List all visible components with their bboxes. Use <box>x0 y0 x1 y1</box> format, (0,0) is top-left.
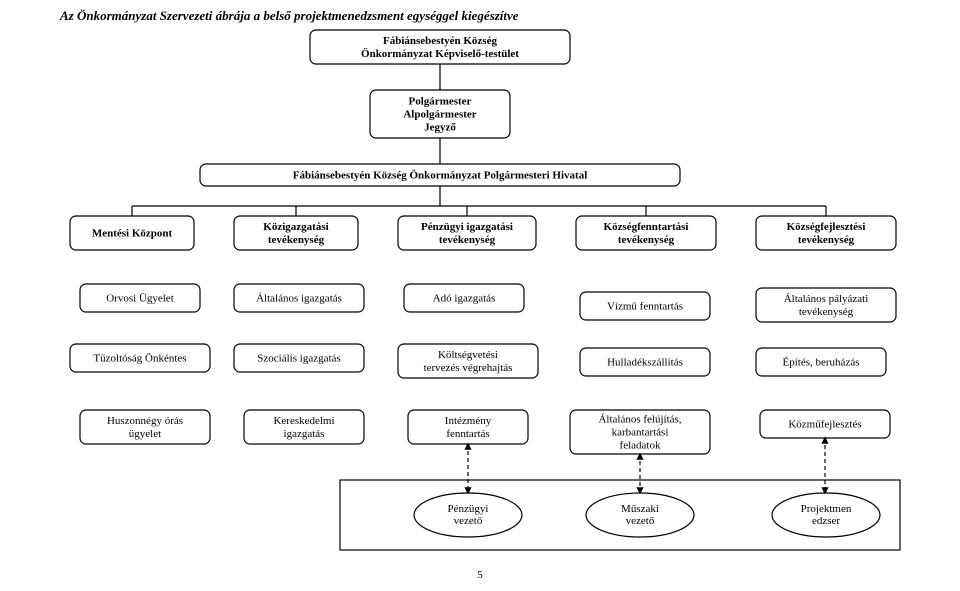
node-r1c3: Pénzügyi igazgatásitevékenység <box>398 216 536 250</box>
node-label: tevékenység <box>439 234 496 246</box>
node-label: Önkormányzat Képviselő-testület <box>361 47 519 60</box>
node-top2: PolgármesterAlpolgármesterJegyző <box>370 90 510 138</box>
node-label: Adó igazgatás <box>433 293 496 305</box>
node-label: Közműfejlesztés <box>788 419 861 431</box>
node-label: Huszonnégy órás <box>107 415 183 427</box>
svg-text:edzser: edzser <box>812 515 840 527</box>
node-r4c1: Huszonnégy órásügyelet <box>80 410 210 444</box>
node-label: Szociális igazgatás <box>257 353 340 365</box>
page-title: Az Önkormányzat Szervezeti ábrája a bels… <box>59 8 519 23</box>
node-label: fenntartás <box>446 428 489 440</box>
node-r3c1: Tűzoltóság Önkéntes <box>70 344 210 372</box>
node-r3c5: Építés, beruházás <box>756 348 886 376</box>
node-label: tevékenység <box>798 234 855 246</box>
node-r1c4: Községfenntartásitevékenység <box>576 216 716 250</box>
ellipse-e2: Műszakivezető <box>586 493 694 537</box>
node-r4c3: Intézményfenntartás <box>408 410 528 444</box>
node-r2c3: Adó igazgatás <box>404 284 524 312</box>
node-label: Költségvetési <box>438 349 498 361</box>
node-r1c2: Közigazgatásitevékenység <box>234 216 358 250</box>
node-label: Orvosi Ügyelet <box>106 293 174 305</box>
node-r1c5: Községfejlesztésitevékenység <box>756 216 896 250</box>
node-label: Általános felújítás, <box>598 414 681 426</box>
svg-text:vezető: vezető <box>626 515 655 527</box>
node-label: Pénzügyi igazgatási <box>421 221 513 233</box>
ellipse-e3: Projektmenedzser <box>772 493 880 537</box>
node-label: feladatok <box>620 440 661 452</box>
node-r2c1: Orvosi Ügyelet <box>80 284 200 312</box>
node-r3c2: Szociális igazgatás <box>234 344 364 372</box>
node-r4c4: Általános felújítás,karbantartásifeladat… <box>570 410 710 454</box>
node-label: Hulladékszállítás <box>607 357 683 369</box>
node-label: Kereskedelmi <box>273 415 334 427</box>
node-label: Közigazgatási <box>263 221 328 233</box>
node-label: Községfejlesztési <box>787 221 866 233</box>
node-label: tevékenység <box>799 306 854 318</box>
node-top3: Fábiánsebestyén Község Önkormányzat Polg… <box>200 164 680 186</box>
node-r3c3: Költségvetésitervezés végrehajtás <box>398 344 538 378</box>
node-label: Polgármester <box>409 96 472 108</box>
node-r4c2: Kereskedelmiigazgatás <box>244 410 364 444</box>
node-label: ügyelet <box>129 428 161 440</box>
node-label: igazgatás <box>284 428 325 440</box>
node-label: tevékenység <box>618 234 675 246</box>
node-label: karbantartási <box>612 427 669 439</box>
node-label: Fábiánsebestyén Község <box>383 35 497 47</box>
node-label: Tűzoltóság Önkéntes <box>93 353 186 365</box>
ellipse-e1: Pénzügyivezető <box>414 493 522 537</box>
node-label: tevékenység <box>268 234 325 246</box>
node-label: Építés, beruházás <box>783 357 860 369</box>
node-r4c5: Közműfejlesztés <box>760 410 890 438</box>
node-r3c4: Hulladékszállítás <box>580 348 710 376</box>
svg-text:Pénzügyi: Pénzügyi <box>448 503 489 515</box>
node-label: Jegyző <box>424 122 456 134</box>
node-label: Vízmű fenntartás <box>607 301 683 313</box>
node-label: Fábiánsebestyén Község Önkormányzat Polg… <box>293 169 588 182</box>
svg-text:Műszaki: Műszaki <box>621 503 659 515</box>
node-label: Mentési Központ <box>92 228 173 240</box>
node-label: Intézmény <box>445 415 492 427</box>
node-label: Általános igazgatás <box>256 293 342 305</box>
node-label: Alpolgármester <box>403 109 476 121</box>
node-top1: Fábiánsebestyén KözségÖnkormányzat Képvi… <box>310 30 570 64</box>
node-label: Általános pályázati <box>784 293 869 305</box>
node-r2c4: Vízmű fenntartás <box>580 292 710 320</box>
node-r2c5: Általános pályázatitevékenység <box>756 288 896 322</box>
svg-text:vezető: vezető <box>454 515 483 527</box>
page-number: 5 <box>477 569 483 581</box>
node-label: tervezés végrehajtás <box>424 362 513 374</box>
svg-text:Projektmen: Projektmen <box>801 503 852 515</box>
node-r2c2: Általános igazgatás <box>234 284 364 312</box>
node-r1c1: Mentési Központ <box>70 216 194 250</box>
node-label: Községfenntartási <box>604 221 689 233</box>
